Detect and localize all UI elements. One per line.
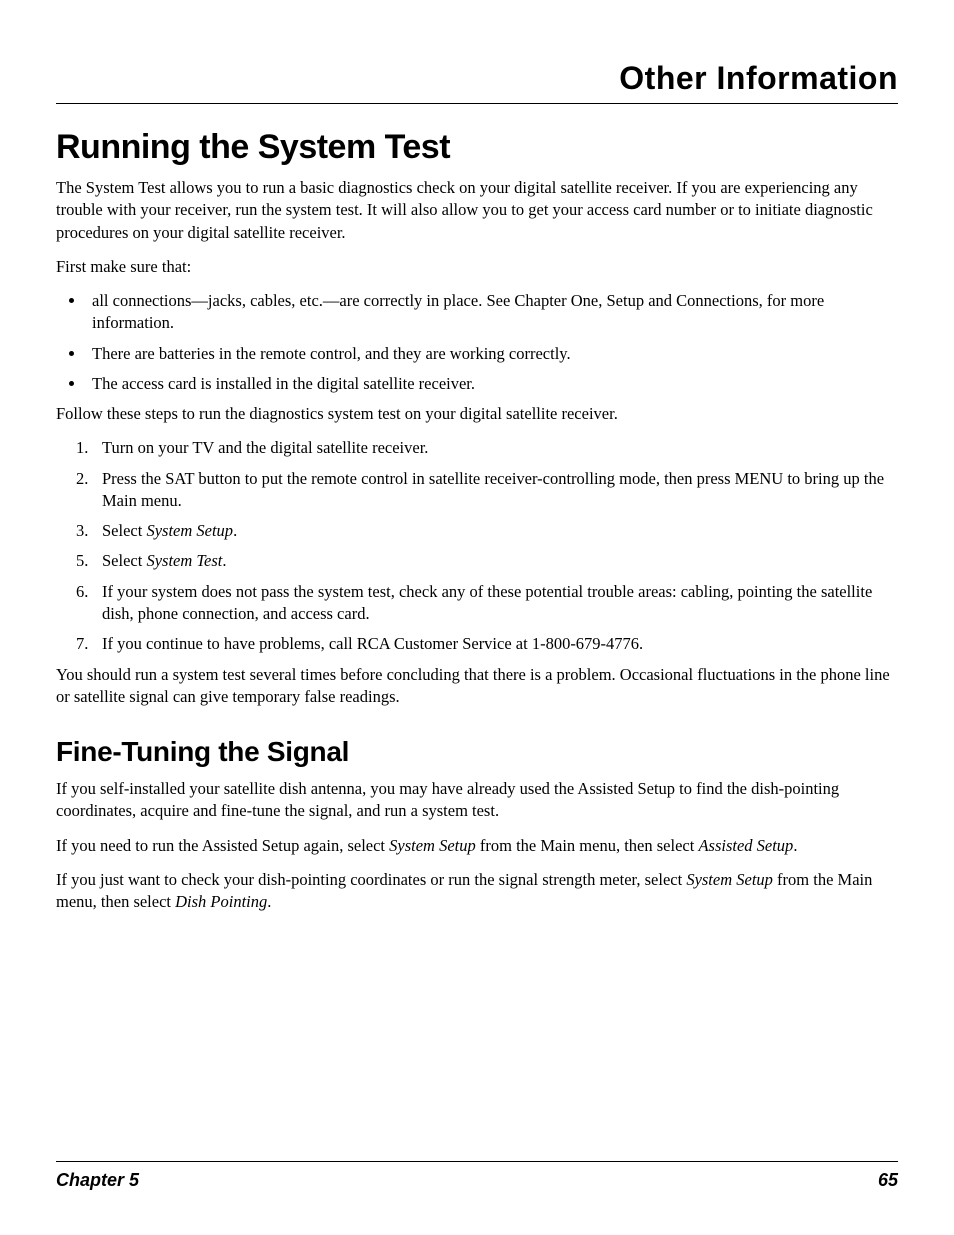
p2-part-a: If you need to run the Assisted Setup ag… xyxy=(56,836,389,855)
step-text-before: If you continue to have problems, call R… xyxy=(102,634,643,653)
section2-heading: Fine-Tuning the Signal xyxy=(56,736,898,768)
step-text: Select System Test. xyxy=(102,550,227,572)
step-text: If you continue to have problems, call R… xyxy=(102,633,643,655)
step-number: 7. xyxy=(76,633,102,655)
p2-italic-1: System Setup xyxy=(389,836,476,855)
step-text-before: Press the SAT button to put the remote c… xyxy=(102,469,884,510)
p2-italic-2: Assisted Setup xyxy=(698,836,793,855)
p3-italic-1: System Setup xyxy=(686,870,773,889)
footer-divider xyxy=(56,1161,898,1162)
step-text-before: Select xyxy=(102,551,146,570)
section2-p2: If you need to run the Assisted Setup ag… xyxy=(56,835,898,857)
step-text: Press the SAT button to put the remote c… xyxy=(102,468,898,513)
section1-bullet-list: all connections—jacks, cables, etc.—are … xyxy=(76,290,898,395)
list-item: There are batteries in the remote contro… xyxy=(86,343,898,365)
list-item: all connections—jacks, cables, etc.—are … xyxy=(86,290,898,335)
step-text: Select System Setup. xyxy=(102,520,237,542)
section2-p1: If you self-installed your satellite dis… xyxy=(56,778,898,823)
step-number: 5. xyxy=(76,550,102,572)
p2-part-c: . xyxy=(793,836,797,855)
step-text-before: If your system does not pass the system … xyxy=(102,582,872,623)
step-text-before: Turn on your TV and the digital satellit… xyxy=(102,438,428,457)
step-number: 1. xyxy=(76,437,102,459)
list-item: 7. If you continue to have problems, cal… xyxy=(56,633,898,655)
section1-p3: Follow these steps to run the diagnostic… xyxy=(56,403,898,425)
step-text: Turn on your TV and the digital satellit… xyxy=(102,437,428,459)
list-item: 1. Turn on your TV and the digital satel… xyxy=(56,437,898,459)
page-header-title: Other Information xyxy=(56,60,898,97)
step-text-italic: System Setup xyxy=(146,521,233,540)
section2-p3: If you just want to check your dish-poin… xyxy=(56,869,898,914)
step-number: 2. xyxy=(76,468,102,513)
list-item: 2. Press the SAT button to put the remot… xyxy=(56,468,898,513)
section1-p1: The System Test allows you to run a basi… xyxy=(56,177,898,244)
step-text-after: . xyxy=(233,521,237,540)
list-item: The access card is installed in the digi… xyxy=(86,373,898,395)
step-text-before: Select xyxy=(102,521,146,540)
p3-italic-2: Dish Pointing xyxy=(175,892,267,911)
list-item: 5. Select System Test. xyxy=(56,550,898,572)
section1-heading: Running the System Test xyxy=(56,128,898,167)
p3-part-a: If you just want to check your dish-poin… xyxy=(56,870,686,889)
step-text: If your system does not pass the system … xyxy=(102,581,898,626)
section1-p2: First make sure that: xyxy=(56,256,898,278)
footer-page-number: 65 xyxy=(878,1170,898,1191)
list-item: 6. If your system does not pass the syst… xyxy=(56,581,898,626)
step-number: 3. xyxy=(76,520,102,542)
footer-chapter: Chapter 5 xyxy=(56,1170,139,1191)
step-number: 6. xyxy=(76,581,102,626)
step-text-italic: System Test xyxy=(146,551,222,570)
section1-steps-list: 1. Turn on your TV and the digital satel… xyxy=(56,437,898,655)
header-divider xyxy=(56,103,898,104)
page-container: Other Information Running the System Tes… xyxy=(0,0,954,1235)
list-item: 3. Select System Setup. xyxy=(56,520,898,542)
step-text-after: . xyxy=(222,551,226,570)
p2-part-b: from the Main menu, then select xyxy=(476,836,699,855)
page-footer: Chapter 5 65 xyxy=(56,1161,898,1191)
p3-part-c: . xyxy=(267,892,271,911)
section1-p4: You should run a system test several tim… xyxy=(56,664,898,709)
footer-row: Chapter 5 65 xyxy=(56,1170,898,1191)
